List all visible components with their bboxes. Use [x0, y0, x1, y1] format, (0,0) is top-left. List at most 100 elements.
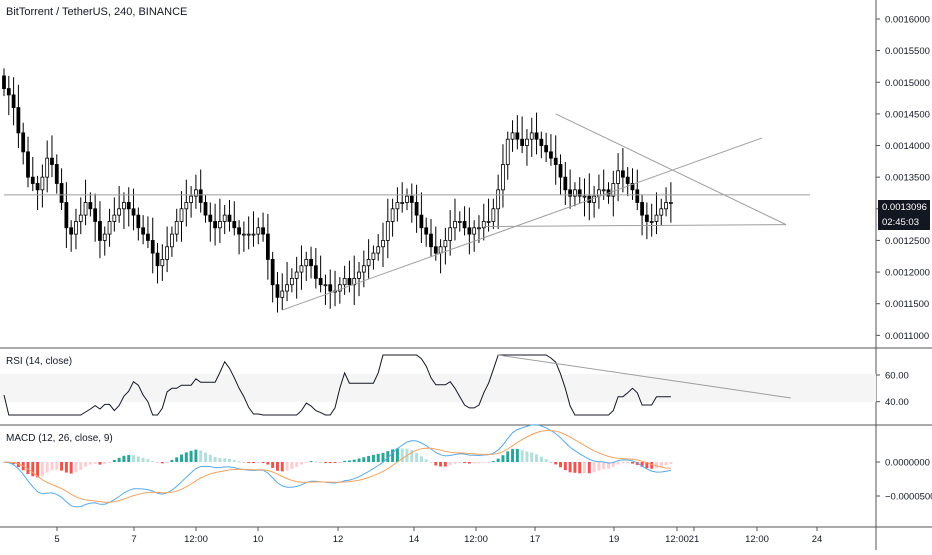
macd-histogram-bar	[213, 456, 217, 462]
candle-body	[78, 214, 83, 222]
time-tick-label: 21	[689, 534, 700, 545]
candle-body	[664, 202, 668, 210]
candle-body	[457, 221, 462, 223]
price-tick-label: 0.0012000	[885, 268, 930, 279]
macd-histogram-bar	[290, 462, 294, 469]
candle-body	[477, 227, 481, 230]
macd-histogram-bar	[208, 454, 212, 462]
macd-histogram-bar	[477, 462, 481, 464]
candle-body	[45, 157, 50, 178]
candle-body	[64, 202, 69, 229]
candle-body	[30, 176, 35, 184]
macd-histogram-bar	[141, 457, 145, 462]
price-tick-label: 0.0011000	[885, 331, 929, 342]
time-tick-label: 17	[530, 534, 541, 545]
candle-body	[381, 240, 385, 248]
candle-body	[342, 277, 347, 286]
candle-body	[6, 88, 11, 96]
time-tick-label: 7	[131, 534, 136, 545]
macd-histogram-bar	[26, 462, 30, 475]
symbol-title[interactable]: BitTorrent / TetherUS, 240, BINANCE	[6, 6, 188, 18]
candle-body	[405, 195, 409, 203]
price-tick-label: 0.0012500	[885, 236, 930, 247]
candle-body	[261, 227, 265, 235]
macd-histogram-bar	[165, 462, 169, 463]
candle-body	[558, 164, 563, 178]
macd-histogram-bar	[583, 462, 586, 474]
candle-body	[318, 277, 323, 286]
macd-histogram-bar	[496, 458, 500, 462]
candle-body	[265, 233, 270, 260]
candle-body	[491, 208, 496, 222]
candle-body	[112, 214, 117, 222]
macd-histogram-bar	[506, 451, 510, 462]
candle-body	[414, 202, 419, 216]
macd-histogram-bar	[127, 455, 131, 462]
macd-histogram-bar	[180, 454, 183, 462]
macd-histogram-bar	[357, 458, 361, 462]
price-tick-label: 0.0014000	[885, 141, 930, 152]
candle-body	[74, 221, 78, 235]
time-tick-label: 12	[333, 534, 344, 545]
candle-body	[592, 195, 596, 203]
macd-histogram-bar	[60, 462, 64, 471]
candle-body	[194, 189, 198, 197]
macd-histogram-bar	[664, 462, 668, 466]
candle-body	[390, 208, 395, 222]
macd-histogram-bar	[539, 456, 543, 462]
candle-body	[328, 284, 333, 292]
macd-histogram-bar	[352, 459, 356, 462]
candle-body	[438, 246, 443, 254]
candle-body	[644, 214, 649, 222]
macd-histogram-bar	[132, 455, 136, 462]
macd-histogram-bar	[285, 462, 289, 471]
macd-histogram-bar	[347, 460, 351, 462]
signal-line	[3, 430, 671, 503]
macd-histogram-bar	[280, 462, 284, 472]
candle-body	[21, 132, 26, 153]
candle-body	[573, 189, 577, 197]
time-tick-label: 10	[253, 534, 264, 545]
macd-histogram-bar	[602, 462, 606, 470]
candle-body	[83, 202, 88, 216]
rsi-trendline	[498, 354, 791, 399]
candle-body	[232, 221, 237, 229]
macd-histogram-bar	[112, 459, 116, 462]
candle-body	[501, 164, 505, 191]
macd-histogram-bar	[631, 462, 634, 464]
macd-histogram-bar	[64, 462, 68, 473]
macd-histogram-bar	[515, 448, 519, 462]
macd-histogram-bar	[117, 457, 121, 462]
candle-body	[453, 221, 457, 229]
price-tick-label: 0.0015500	[885, 46, 930, 57]
candle-body	[347, 277, 352, 286]
candle-body	[35, 183, 40, 191]
candle-body	[189, 195, 193, 203]
candle-body	[649, 221, 654, 223]
candle-body	[54, 164, 59, 184]
candle-body	[107, 221, 112, 235]
macd-histogram-bar	[184, 452, 188, 462]
macd-label[interactable]: MACD (12, 26, close, 9)	[6, 433, 113, 444]
macd-histogram-bar	[607, 462, 610, 469]
macd-histogram-bar	[266, 462, 270, 465]
candle-body	[496, 189, 501, 210]
macd-histogram-bar	[79, 462, 83, 470]
macd-histogram-bar	[501, 455, 505, 462]
macd-histogram-bar	[36, 462, 40, 478]
price-tick-label: 0.0015000	[885, 78, 930, 89]
trendline	[282, 137, 763, 311]
candle-body	[525, 138, 529, 146]
macd-histogram-bar	[40, 462, 44, 477]
candle-body	[433, 246, 438, 254]
candle-body	[40, 176, 45, 191]
macd-histogram-bar	[328, 462, 332, 463]
candle-body	[299, 265, 304, 273]
rsi-label[interactable]: RSI (14, close)	[6, 356, 73, 367]
macd-histogram-bar	[98, 462, 102, 465]
candle-body	[611, 183, 616, 197]
candle-body	[582, 195, 587, 198]
candle-body	[601, 189, 606, 192]
